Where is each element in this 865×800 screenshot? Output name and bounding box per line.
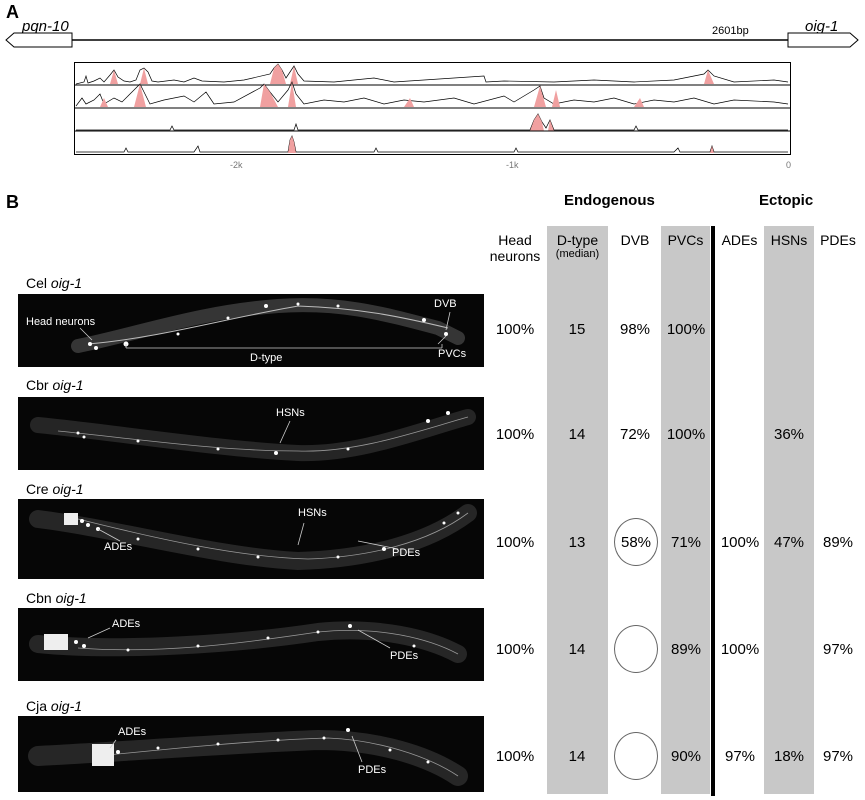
cre-dtype: 13 <box>568 534 586 551</box>
right-gene-label: oig-1 <box>805 18 839 35</box>
conservation-track-4 <box>76 135 788 153</box>
worm-label: PDEs <box>358 764 387 776</box>
worm-label: ADEs <box>118 726 147 738</box>
worm-label: DVB <box>434 298 457 310</box>
cel-dtype: 15 <box>568 321 586 338</box>
cre-pdes: 89% <box>822 534 854 551</box>
cel-pvcs: 100% <box>666 321 706 338</box>
conservation-plot <box>74 62 791 155</box>
species-label-cbn: Cbn oig-1 <box>26 590 87 606</box>
cbn-head: 100% <box>495 641 535 658</box>
worm-label: PVCs <box>438 348 467 360</box>
ectopic-title: Ectopic <box>759 192 814 209</box>
header-pvcs: PVCs <box>667 232 704 248</box>
cre-dvb: 58% <box>620 533 652 551</box>
panel-b-label: B <box>6 192 19 212</box>
endogenous-title: Endogenous <box>564 192 655 209</box>
cbn-ades: 100% <box>720 641 760 658</box>
cja-dvb-circle <box>614 732 658 780</box>
cja-dtype: 14 <box>568 748 586 765</box>
worm-image-cre: ADEs HSNs PDEs <box>18 499 484 579</box>
endogenous-ectopic-divider <box>711 226 715 796</box>
cbn-dvb-circle <box>614 625 658 673</box>
worm-image-cja: ADEs PDEs <box>18 716 484 792</box>
conservation-track-1 <box>75 63 789 85</box>
species-name: Cbr <box>26 377 49 393</box>
header-pdes: PDEs <box>820 232 856 248</box>
worm-glow <box>30 409 476 462</box>
cja-pdes: 97% <box>822 748 854 765</box>
worm-label: ADEs <box>104 541 133 553</box>
species-label-cja: Cja oig-1 <box>26 698 82 714</box>
tick-label-0: 0 <box>786 160 792 170</box>
worm-image-cbr: HSNs <box>18 397 484 470</box>
worm-label: HSNs <box>298 507 327 519</box>
species-label-cbr: Cbr oig-1 <box>26 377 84 393</box>
gene-track <box>5 32 859 48</box>
dtype-column-bg <box>547 226 608 794</box>
worm-label: PDEs <box>390 650 419 662</box>
length-label: 2601bp <box>712 25 749 37</box>
worm-label: PDEs <box>392 547 421 559</box>
conservation-track-3 <box>76 113 788 131</box>
cbr-head: 100% <box>495 426 535 443</box>
worm-glow <box>71 298 465 353</box>
worm-label: D-type <box>250 352 283 364</box>
gene-name: oig-1 <box>50 275 83 291</box>
header-dtype: D-type (median) <box>547 232 608 260</box>
gene-name: oig-1 <box>52 481 84 497</box>
header-dvb: DVB <box>620 232 650 248</box>
cre-hsns: 47% <box>773 534 805 551</box>
header-hsns: HSNs <box>770 232 808 248</box>
worm-glow <box>29 621 467 663</box>
conservation-track-2 <box>75 81 789 107</box>
worm-label: ADEs <box>112 618 141 630</box>
species-name: Cre <box>26 481 49 497</box>
cja-hsns: 18% <box>773 748 805 765</box>
header-ades: ADEs <box>721 232 758 248</box>
worm-label: HSNs <box>276 407 305 419</box>
pvcs-column-bg <box>661 226 710 794</box>
worm-glow <box>28 728 468 786</box>
species-name: Cel <box>26 275 48 291</box>
cbr-dvb: 72% <box>619 426 651 443</box>
gene-name: oig-1 <box>52 377 84 393</box>
species-name: Cbn <box>26 590 52 606</box>
pqn10-arrow <box>5 32 73 48</box>
cja-head: 100% <box>495 748 535 765</box>
header-head-neurons: Head neurons <box>489 232 541 264</box>
gene-name: oig-1 <box>55 590 87 606</box>
worm-glow <box>29 504 477 571</box>
gene-name: oig-1 <box>50 698 83 714</box>
cbn-dtype: 14 <box>568 641 586 658</box>
tick-label-1k: -1k <box>506 160 519 170</box>
cbn-pdes: 97% <box>822 641 854 658</box>
header-dtype-sub: (median) <box>555 248 600 260</box>
cja-ades: 97% <box>724 748 756 765</box>
cel-head: 100% <box>495 321 535 338</box>
cja-pvcs: 90% <box>670 748 702 765</box>
tick-label-2k: -2k <box>230 160 243 170</box>
cre-pvcs: 71% <box>670 534 702 551</box>
header-dtype-label: D-type <box>556 232 599 248</box>
left-gene-label: pqn-10 <box>22 18 69 35</box>
cbr-hsns: 36% <box>773 426 805 443</box>
cre-ades: 100% <box>720 534 760 551</box>
cel-dvb: 98% <box>619 321 651 338</box>
oig1-arrow <box>787 32 859 48</box>
species-label-cel: Cel oig-1 <box>26 275 82 291</box>
cre-dvb-circle: 58% <box>614 518 658 566</box>
cre-head: 100% <box>495 534 535 551</box>
cbr-pvcs: 100% <box>666 426 706 443</box>
worm-image-cel: Head neurons D-type DVB PVCs <box>18 294 484 367</box>
cbr-dtype: 14 <box>568 426 586 443</box>
panel-a-label: A <box>6 2 19 22</box>
hsns-column-bg <box>764 226 814 794</box>
worm-label: Head neurons <box>26 316 96 328</box>
species-name: Cja <box>26 698 48 714</box>
worm-image-cbn: ADEs PDEs <box>18 608 484 681</box>
species-label-cre: Cre oig-1 <box>26 481 84 497</box>
cbn-pvcs: 89% <box>670 641 702 658</box>
